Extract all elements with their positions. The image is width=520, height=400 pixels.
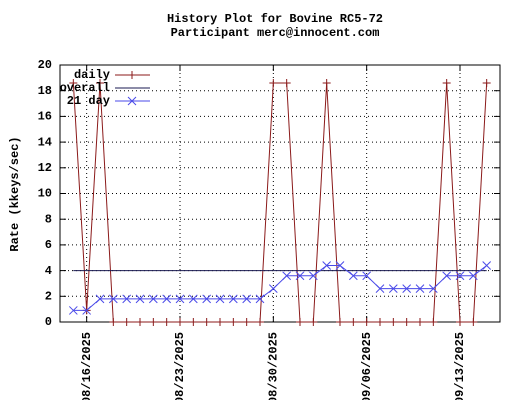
data-point (255, 294, 265, 304)
data-point (189, 318, 198, 326)
y-tick-label: 18 (38, 84, 52, 98)
chart-subtitle: Participant merc@innocent.com (171, 26, 380, 40)
data-point (136, 318, 144, 326)
y-tick-label: 16 (38, 110, 52, 124)
y-tick-label: 12 (38, 161, 52, 175)
data-point (68, 306, 78, 315)
data-point (228, 294, 238, 304)
data-point (296, 318, 304, 326)
legend-label: overall (60, 81, 110, 95)
data-point (416, 318, 424, 326)
data-point (108, 294, 118, 304)
y-tick-label: 10 (38, 187, 52, 201)
data-point (442, 78, 451, 87)
data-point (149, 318, 158, 326)
x-tick-label: 08/30/2025 (267, 332, 281, 400)
data-point (282, 78, 291, 87)
data-point (175, 294, 185, 304)
y-tick-label: 14 (38, 135, 52, 149)
data-point (176, 318, 184, 326)
legend-label: daily (74, 68, 110, 82)
data-point (295, 271, 305, 281)
legend-marker (128, 71, 136, 79)
y-tick-label: 4 (45, 264, 52, 278)
data-point (282, 271, 292, 281)
series-line (72, 82, 488, 323)
data-point (442, 271, 452, 281)
data-point (215, 294, 225, 304)
data-point (162, 294, 172, 304)
data-point (242, 294, 252, 304)
data-point (349, 318, 358, 326)
data-point (469, 318, 478, 326)
data-point (69, 78, 78, 87)
plot-border (59, 64, 501, 323)
data-point (122, 294, 132, 304)
data-point (402, 284, 412, 293)
data-point (216, 318, 224, 326)
data-point (336, 318, 344, 326)
data-point (82, 306, 92, 315)
data-point (482, 78, 491, 87)
data-point (308, 271, 318, 281)
data-point (122, 318, 131, 326)
data-point (375, 284, 385, 293)
data-point (376, 318, 384, 326)
data-point (96, 78, 104, 87)
x-tick-label: 08/23/2025 (173, 332, 187, 400)
data-point (148, 294, 158, 304)
data-point (415, 284, 425, 293)
data-point (468, 271, 478, 281)
data-point (188, 294, 198, 304)
y-tick-label: 6 (45, 238, 52, 252)
data-point (109, 318, 118, 326)
chart-title: History Plot for Bovine RC5-72 (167, 12, 383, 26)
data-point (335, 261, 345, 270)
data-point (256, 318, 264, 326)
y-tick-label: 0 (45, 315, 52, 329)
legend-marker (127, 96, 137, 106)
data-point (402, 318, 411, 326)
data-point (268, 284, 278, 293)
y-axis-label: Rate (kkeys/sec) (8, 136, 22, 251)
y-tick-label: 8 (45, 212, 52, 226)
x-tick-label: 08/16/2025 (80, 332, 94, 400)
data-point (388, 284, 398, 293)
data-point (389, 318, 398, 326)
data-point (456, 318, 464, 326)
x-tick-label: 09/13/2025 (453, 332, 467, 400)
x-tick-label: 09/06/2025 (360, 332, 374, 400)
data-point (229, 318, 238, 326)
y-tick-label: 20 (38, 58, 52, 72)
series-line (73, 264, 487, 311)
data-point (162, 318, 171, 326)
data-point (429, 318, 438, 326)
data-point (482, 261, 492, 270)
legend-label: 21 day (67, 94, 110, 108)
data-point (428, 284, 438, 293)
data-point (322, 78, 331, 87)
data-point (309, 318, 318, 326)
data-point (135, 294, 145, 304)
data-point (362, 271, 372, 281)
y-tick-label: 2 (45, 289, 52, 303)
data-point (95, 294, 105, 304)
data-point (269, 78, 278, 87)
data-point (348, 271, 358, 281)
data-point (455, 271, 465, 281)
data-point (322, 261, 332, 270)
data-point (362, 318, 371, 326)
data-point (242, 318, 251, 326)
data-point (202, 294, 212, 304)
data-point (202, 318, 211, 326)
